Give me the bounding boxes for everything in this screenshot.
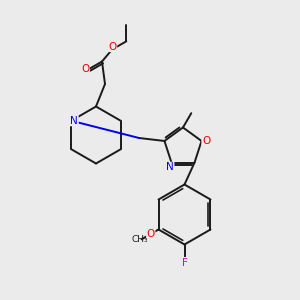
- Text: N: N: [166, 162, 174, 172]
- Text: N: N: [70, 116, 78, 126]
- Text: F: F: [182, 257, 188, 268]
- Text: CH₃: CH₃: [131, 235, 148, 244]
- Text: O: O: [202, 136, 210, 146]
- Text: O: O: [147, 229, 155, 239]
- Text: O: O: [81, 64, 89, 74]
- Text: O: O: [109, 41, 117, 52]
